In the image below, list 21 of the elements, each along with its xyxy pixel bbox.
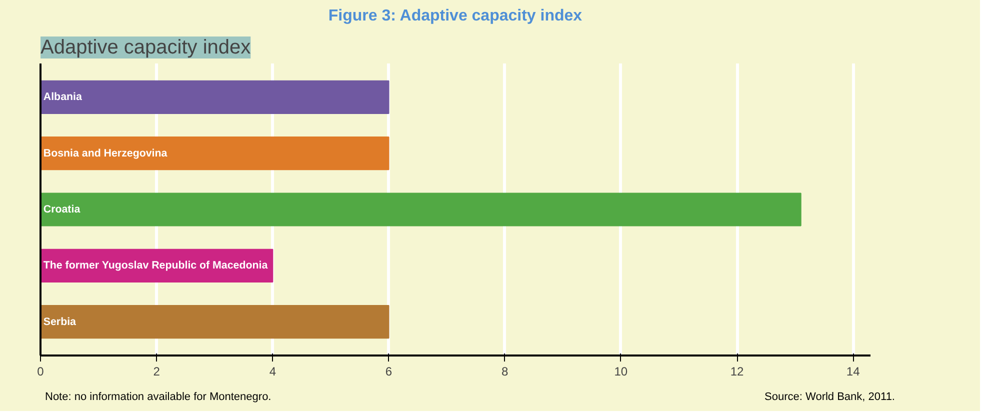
x-tick-label: 4 bbox=[269, 364, 276, 378]
bar bbox=[40, 192, 802, 226]
x-tick-label: 8 bbox=[502, 364, 508, 378]
bar bbox=[40, 305, 390, 339]
x-tick-label: 2 bbox=[153, 364, 160, 378]
x-tick-label: 10 bbox=[614, 364, 628, 378]
source-note: Source: World Bank, 2011. bbox=[764, 390, 895, 405]
x-tick-label: 6 bbox=[385, 364, 392, 378]
chart-title: Figure 3: Adaptive capacity index bbox=[328, 8, 582, 24]
x-tick-label: 0 bbox=[37, 364, 44, 378]
y-tick-label: Croatia bbox=[43, 204, 80, 216]
bar bbox=[40, 80, 390, 114]
chart-subtitle: Adaptive capacity index bbox=[40, 36, 251, 58]
bar bbox=[40, 136, 390, 170]
y-tick-label: Serbia bbox=[43, 316, 76, 328]
y-tick-label: The former Yugoslav Republic of Macedonia bbox=[43, 260, 268, 272]
y-tick-label: Bosnia and Herzegovina bbox=[43, 147, 168, 160]
x-tick-label: 14 bbox=[846, 364, 860, 378]
x-tick-label: 12 bbox=[730, 364, 744, 378]
text: Note: no information available for Montenegro. bbox=[45, 390, 272, 405]
y-tick-label: Albania bbox=[43, 91, 82, 104]
